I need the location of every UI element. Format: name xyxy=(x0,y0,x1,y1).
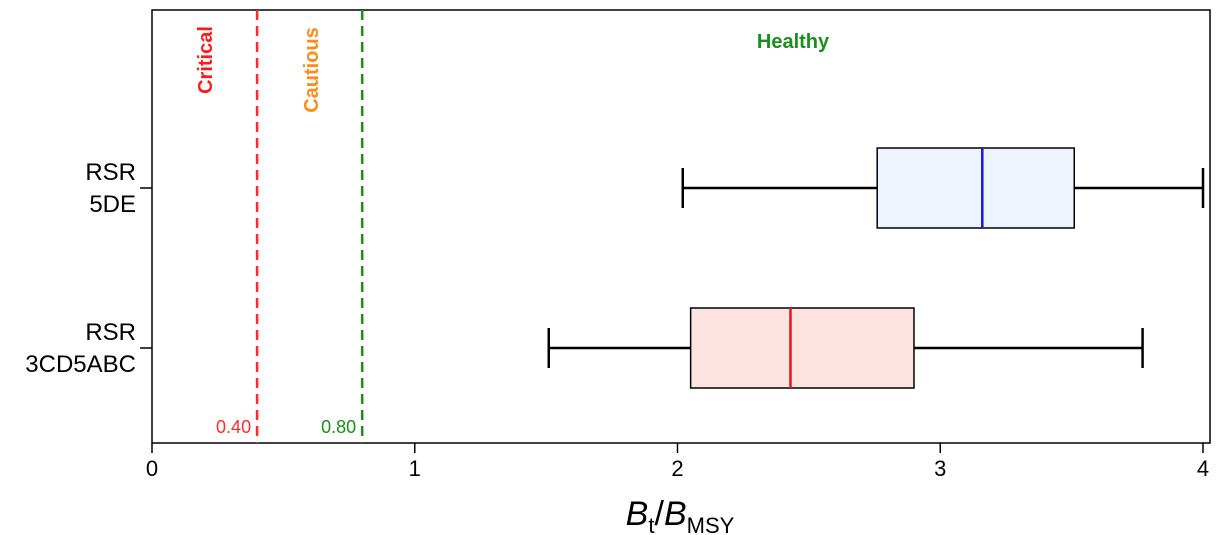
x-tick-label-0: 0 xyxy=(146,456,158,481)
zone-label-healthy: Healthy xyxy=(757,31,830,53)
reference-line-label-1: 0.80 xyxy=(321,417,356,437)
category-label-rsr-5de-line2: 5DE xyxy=(89,191,136,218)
category-label-rsr-3cd5abc-line2: 3CD5ABC xyxy=(25,351,136,378)
box-1 xyxy=(140,307,1144,389)
zone-label-cautious: Cautious xyxy=(301,27,323,113)
iqr-box-0 xyxy=(876,147,1076,229)
boxes xyxy=(140,147,1205,389)
x-tick-label-1: 1 xyxy=(409,456,421,481)
reference-lines: 0.40 0.80 xyxy=(216,10,364,443)
category-label-rsr-3cd5abc-line1: RSR xyxy=(85,319,136,346)
category-label-rsr-5de-line1: RSR xyxy=(85,159,136,186)
x-tick-label-3: 3 xyxy=(934,456,946,481)
y-axis: RSR 5DE RSR 3CD5ABC xyxy=(25,159,136,378)
x-tick-label-4: 4 xyxy=(1197,456,1209,481)
x-tick-label-2: 2 xyxy=(671,456,683,481)
x-axis: 0 1 2 3 4 xyxy=(146,443,1209,481)
reference-line-label-0: 0.40 xyxy=(216,417,251,437)
plot-frame xyxy=(151,9,1211,444)
box-0 xyxy=(140,147,1205,229)
iqr-box-1 xyxy=(689,307,915,389)
x-axis-title: Bt/BMSY xyxy=(626,495,735,535)
zone-labels: Critical Cautious Healthy xyxy=(195,26,830,113)
zone-label-critical: Critical xyxy=(195,26,217,94)
